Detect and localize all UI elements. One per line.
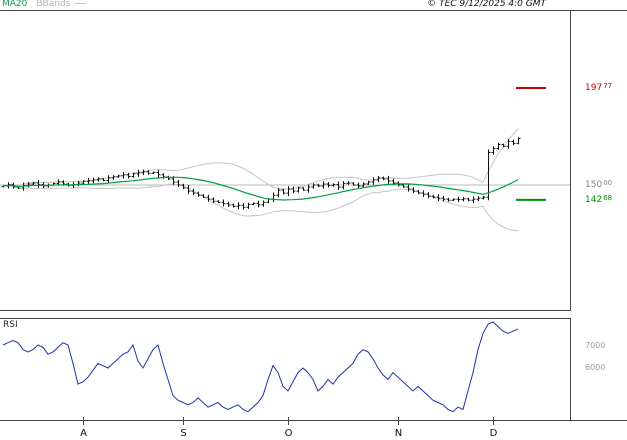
x-axis-label-S: S [180,428,186,439]
rsi-axis-label-60: 6000 [585,363,606,372]
x-axis-label-D: D [490,428,498,439]
price-dec: 77 [603,82,613,90]
legend-bar: MA20 BBands [2,0,87,9]
rsi-panel-label: RSI [3,320,18,330]
ma20-line [2,176,519,201]
price-level-resistance-label: 19777 [585,82,612,93]
panel-borders [0,10,627,421]
price-int: 150 [585,180,603,190]
x-axis-label-O: O [285,428,293,439]
rsi-axis-label-70: 7000 [585,341,606,350]
bbands-legend-dash-icon [75,3,87,4]
copyright-text: © TEC 9/12/2025 4:0 GMT [427,0,546,9]
rsi-line [2,321,519,413]
price-level-support-label: 14268 [585,194,612,205]
bollinger-bands [22,128,519,232]
price-dec: 00 [603,179,613,187]
x-axis-label-A: A [80,428,87,439]
price-int: 197 [585,83,603,93]
price-dec: 68 [603,194,613,202]
bbands-legend-label: BBands [36,0,71,9]
ma20-legend-label: MA20 [2,0,28,9]
x-axis-label-N: N [395,428,402,439]
candlesticks [1,137,521,210]
price-level-pivot-label: 15000 [585,179,612,190]
price-int: 142 [585,195,603,205]
